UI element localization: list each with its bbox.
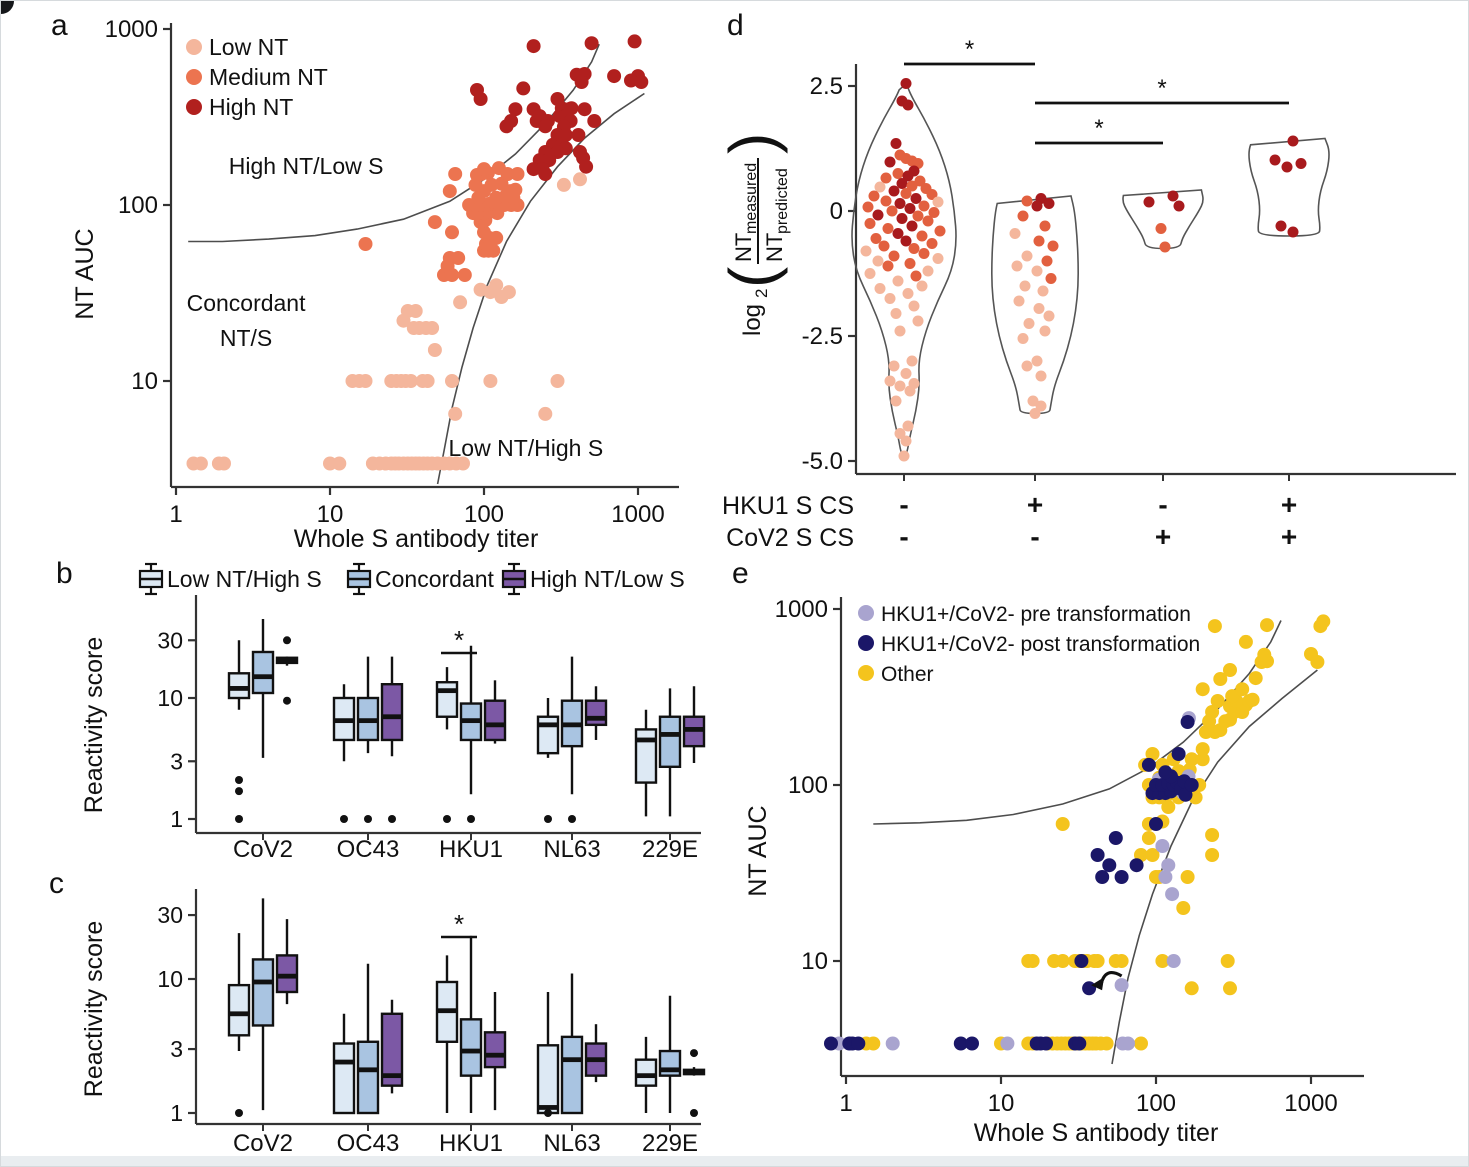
svg-text:10: 10 xyxy=(157,966,183,992)
svg-text:10: 10 xyxy=(131,368,158,395)
svg-text:NT/S: NT/S xyxy=(220,325,272,351)
svg-text:*: * xyxy=(1157,75,1166,102)
svg-text:High NT: High NT xyxy=(209,94,293,120)
boxplot-b-svg: 1 3 10 30 CoV2 OC43 HKU1 NL63 229E Reactivity sco… xyxy=(80,562,706,863)
svg-text:HKU1+/CoV2- post transformati: HKU1+/CoV2- post transformation xyxy=(881,633,1200,656)
svg-text:-: - xyxy=(1158,489,1167,520)
svg-text:1: 1 xyxy=(170,806,183,832)
svg-text:Whole S antibody titer: Whole S antibody titer xyxy=(294,525,539,553)
svg-text:CoV2 S CS: CoV2 S CS xyxy=(726,524,854,552)
svg-text:30: 30 xyxy=(157,902,183,928)
svg-text:(: ( xyxy=(716,267,788,288)
svg-text:+: + xyxy=(1155,521,1171,552)
svg-text:NT AUC: NT AUC xyxy=(744,805,772,896)
svg-text:1: 1 xyxy=(169,501,182,528)
svg-text:Whole S antibody titer: Whole S antibody titer xyxy=(974,1119,1219,1147)
svg-text:2: 2 xyxy=(752,289,771,298)
svg-text:Concordant: Concordant xyxy=(375,566,495,592)
svg-text:Low NT: Low NT xyxy=(209,34,288,60)
svg-text:+: + xyxy=(1281,489,1297,520)
panel-a-letter: a xyxy=(51,9,68,42)
svg-text:HKU1: HKU1 xyxy=(439,1130,503,1157)
svg-text:10: 10 xyxy=(801,948,828,975)
svg-text:NL63: NL63 xyxy=(543,836,600,863)
svg-text:CoV2: CoV2 xyxy=(233,836,293,863)
svg-text:*: * xyxy=(454,625,464,655)
svg-text:-: - xyxy=(899,489,908,520)
svg-text:OC43: OC43 xyxy=(337,836,400,863)
svg-text:NL63: NL63 xyxy=(543,1130,600,1157)
svg-text:Low NT/High S: Low NT/High S xyxy=(449,435,604,461)
scatter-e-svg: 10 100 1000 1 10 100 1000 Whole S antibody tite… xyxy=(744,596,1364,1147)
panel-b-boxplot: 1 3 10 30 CoV2 OC43 HKU1 NL63 229E Reactivity sco… xyxy=(36,557,726,869)
svg-text:+: + xyxy=(1027,489,1043,520)
svg-text:1000: 1000 xyxy=(611,501,664,528)
svg-text:0: 0 xyxy=(830,198,843,225)
svg-text:*: * xyxy=(1094,115,1103,142)
boxplot-c-svg: 1 3 10 30 CoV2 OC43 HKU1 NL63 229E Reactivity sco… xyxy=(80,889,706,1157)
svg-text:10: 10 xyxy=(157,685,183,711)
svg-text:NT AUC: NT AUC xyxy=(71,228,99,319)
svg-text:1000: 1000 xyxy=(1284,1090,1337,1117)
svg-text:Low NT/High S: Low NT/High S xyxy=(167,566,322,592)
svg-text:HKU1+/CoV2- pre transformatio: HKU1+/CoV2- pre transformation xyxy=(881,603,1191,626)
svg-text:1000: 1000 xyxy=(105,16,158,43)
scatter-a-svg: 10 100 1000 1 10 100 1000 Whole S antibody tite… xyxy=(71,16,679,553)
panel-e-letter: e xyxy=(732,557,749,590)
svg-text:30: 30 xyxy=(157,627,183,653)
svg-text:3: 3 xyxy=(170,1036,183,1062)
panel-c-letter: c xyxy=(49,867,64,900)
svg-text:NT: NT xyxy=(762,233,787,262)
svg-text:100: 100 xyxy=(118,192,158,219)
violin-d-svg: 2.50-2.5-5.0***HKU1 S CS - + - +CoV2 S CS - - +… xyxy=(716,36,1456,552)
svg-text:High NT/Low S: High NT/Low S xyxy=(530,566,685,592)
svg-text:High NT/Low S: High NT/Low S xyxy=(229,153,384,179)
svg-text:229E: 229E xyxy=(642,836,698,863)
svg-text:HKU1: HKU1 xyxy=(439,836,503,863)
svg-text:100: 100 xyxy=(788,772,828,799)
svg-text:-5.0: -5.0 xyxy=(802,448,843,475)
svg-text:Reactivity score: Reactivity score xyxy=(80,637,108,813)
svg-text:-: - xyxy=(1030,521,1039,552)
svg-text:predicted: predicted xyxy=(774,168,791,234)
svg-text:229E: 229E xyxy=(642,1130,698,1157)
svg-text:+: + xyxy=(1281,521,1297,552)
panel-d-letter: d xyxy=(727,9,744,42)
svg-text:Concordant: Concordant xyxy=(187,290,307,316)
svg-text:OC43: OC43 xyxy=(337,1130,400,1157)
svg-text:1: 1 xyxy=(170,1100,183,1126)
panel-e-scatter: 10 100 1000 1 10 100 1000 Whole S antibody tite… xyxy=(716,561,1468,1161)
svg-text:10: 10 xyxy=(317,501,344,528)
screenshot-bottom-strip xyxy=(1,1156,1468,1166)
svg-text:*: * xyxy=(965,36,974,63)
panel-a-scatter: 10 100 1000 1 10 100 1000 Whole S antibody tite… xyxy=(31,9,713,557)
svg-text:HKU1 S CS: HKU1 S CS xyxy=(722,492,854,520)
svg-text:1: 1 xyxy=(839,1090,852,1117)
svg-text:3: 3 xyxy=(170,748,183,774)
svg-text:Reactivity score: Reactivity score xyxy=(80,921,108,1097)
svg-text:measured: measured xyxy=(743,163,760,234)
panel-d-violin: 2.5 0 -2.5 -5.0 * * * HKU1 S CS - + - + CoV2 S CS - - +… xyxy=(716,6,1468,558)
svg-text:2.5: 2.5 xyxy=(810,73,843,100)
panel-b-letter: b xyxy=(56,557,73,590)
svg-text:100: 100 xyxy=(464,501,504,528)
window-corner-decoration xyxy=(1,1,14,14)
svg-text:1000: 1000 xyxy=(775,596,828,623)
panel-c-boxplot: 1 3 10 30 CoV2 OC43 HKU1 NL63 229E Reactivity sco… xyxy=(36,869,726,1165)
svg-text:): ) xyxy=(716,133,788,154)
svg-text:-: - xyxy=(899,521,908,552)
svg-text:NT: NT xyxy=(731,233,756,262)
svg-text:log: log xyxy=(739,304,766,336)
svg-text:CoV2: CoV2 xyxy=(233,1130,293,1157)
svg-text:100: 100 xyxy=(1136,1090,1176,1117)
svg-text:*: * xyxy=(454,909,464,939)
svg-text:Medium NT: Medium NT xyxy=(209,64,328,90)
svg-text:Other: Other xyxy=(881,663,934,686)
svg-text:-2.5: -2.5 xyxy=(802,323,843,350)
svg-text:10: 10 xyxy=(988,1090,1015,1117)
